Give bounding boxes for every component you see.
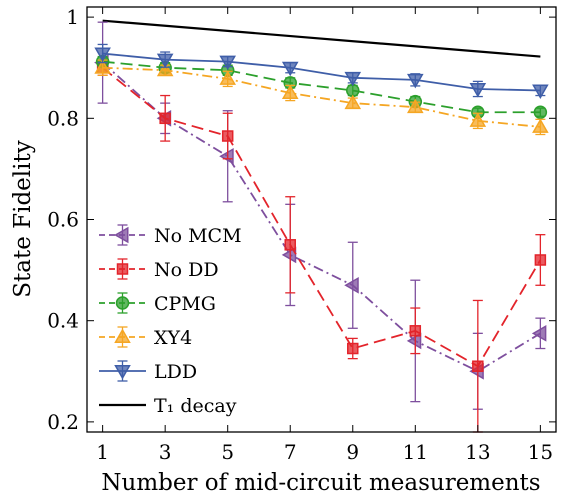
y-axis-label: State Fidelity [10, 140, 36, 297]
legend-marker [117, 297, 129, 309]
legend-label: LDD [154, 361, 197, 383]
data-point-no-dd [535, 255, 545, 265]
y-tick-label: 0.8 [47, 106, 79, 130]
legend-item-no-dd: No DD [99, 259, 219, 281]
legend-label: CPMG [154, 293, 216, 315]
legend-item-xy4: XY4 [99, 327, 192, 349]
x-axis-label: Number of mid-circuit measurements [101, 470, 540, 496]
legend: No MCM No DD CPMG XY4 LDD T₁ decay [99, 225, 242, 417]
legend-item-ldd: LDD [99, 361, 197, 383]
legend-marker [116, 228, 128, 242]
legend-label: No MCM [154, 225, 242, 247]
legend-item-t-decay: T₁ decay [99, 395, 237, 417]
x-tick-label: 15 [528, 440, 553, 464]
x-tick-label: 11 [403, 440, 428, 464]
data-point-no-dd [348, 344, 358, 354]
data-point-no-mcm [533, 326, 545, 340]
legend-item-no-mcm: No MCM [99, 225, 242, 247]
data-point-no-dd [285, 240, 295, 250]
y-tick-label: 0.2 [47, 410, 79, 434]
data-point-no-mcm [346, 278, 358, 292]
data-point-no-mcm [221, 149, 233, 163]
x-tick-label: 7 [284, 440, 297, 464]
legend-label: No DD [154, 259, 219, 281]
legend-marker [116, 330, 130, 342]
legend-label: XY4 [154, 327, 192, 349]
data-point-xy4 [533, 120, 547, 132]
y-tick-label: 1 [66, 5, 79, 29]
x-tick-label: 13 [465, 440, 490, 464]
x-tick-label: 9 [346, 440, 359, 464]
data-point-cpmg [534, 106, 546, 118]
legend-item-cpmg: CPMG [99, 293, 216, 315]
x-tick-label: 5 [221, 440, 234, 464]
data-point-no-dd [223, 131, 233, 141]
t1-decay-line [103, 21, 541, 57]
data-point-no-dd [160, 113, 170, 123]
x-tick-label: 3 [159, 440, 172, 464]
y-tick-label: 0.4 [47, 309, 79, 333]
legend-marker [118, 264, 128, 274]
y-tick-label: 0.6 [47, 208, 79, 232]
legend-label: T₁ decay [154, 395, 237, 417]
data-point-no-dd [410, 326, 420, 336]
data-point-no-dd [473, 361, 483, 371]
x-tick-label: 1 [96, 440, 109, 464]
